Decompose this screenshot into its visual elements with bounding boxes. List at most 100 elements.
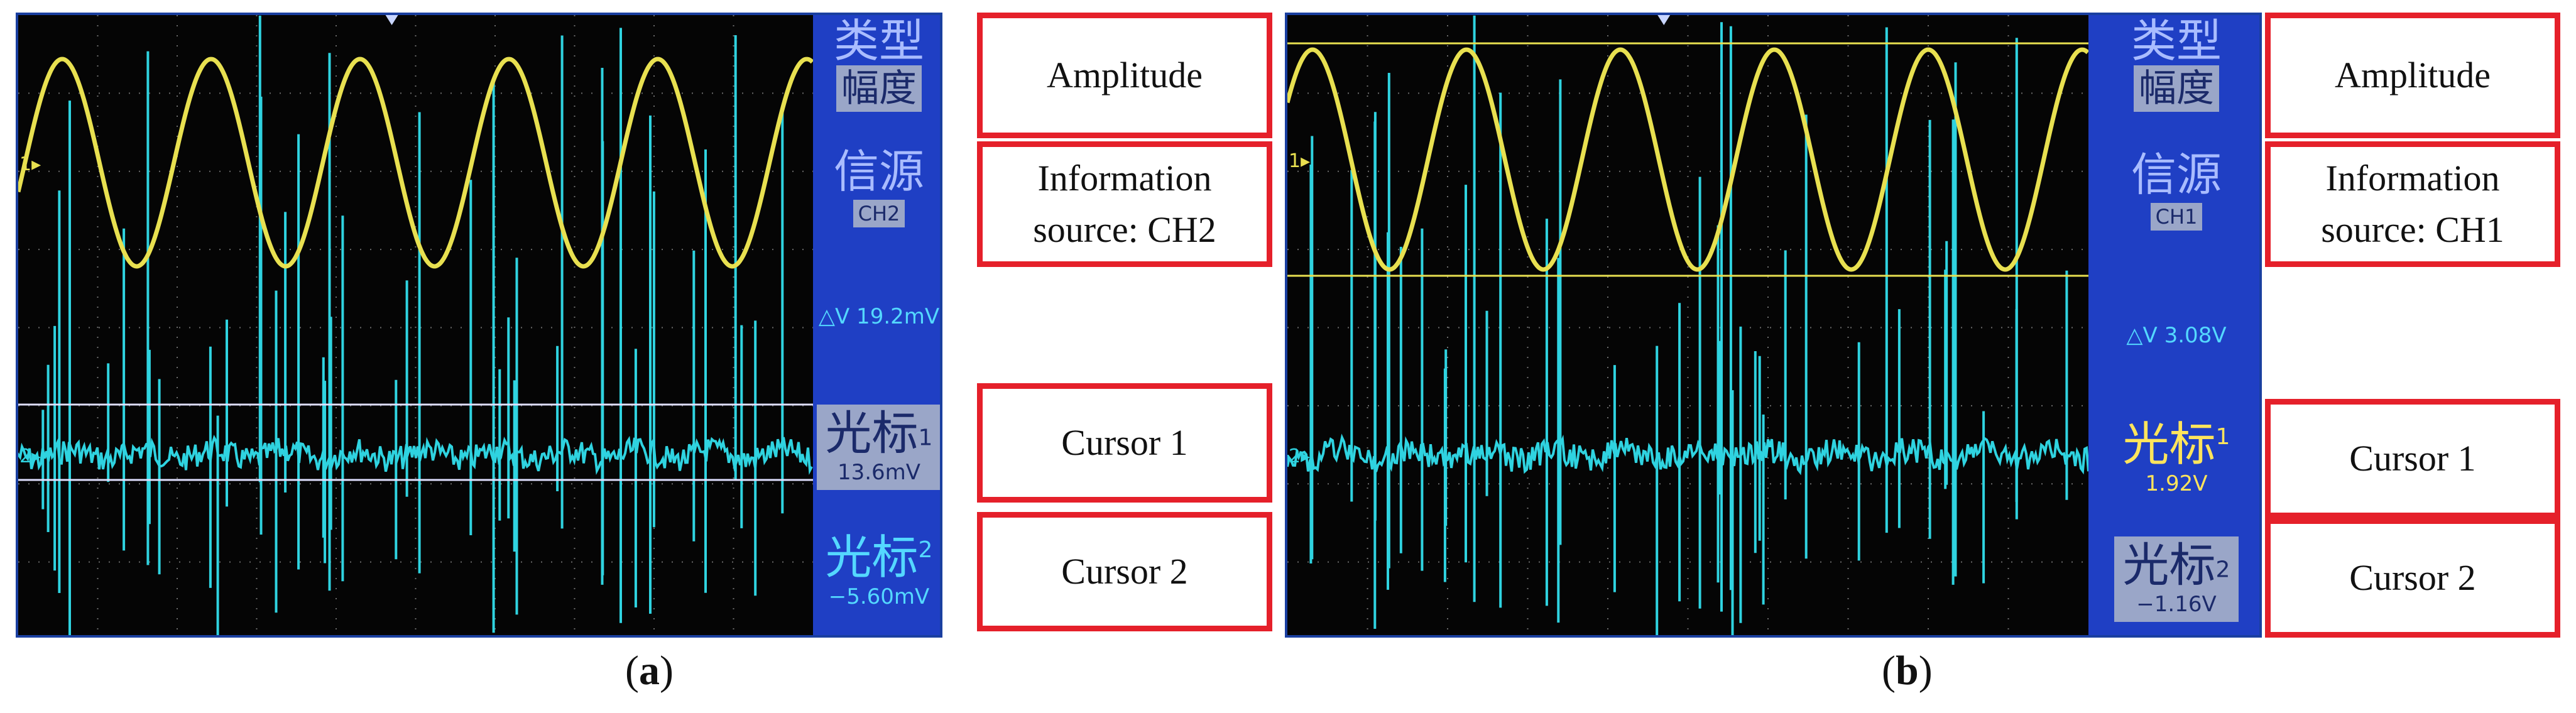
grid-dot [1830, 92, 1831, 94]
grid-dot [370, 483, 371, 485]
grid-dot [1599, 249, 1600, 251]
grid-dot [1367, 337, 1368, 338]
menu-cursor1-b[interactable]: 光标1 1.92V [2088, 411, 2259, 496]
grid-dot [1447, 297, 1448, 298]
grid-dot [290, 92, 291, 94]
grid-dot [1830, 483, 1831, 485]
grid-dot [336, 337, 337, 338]
grid-dot [169, 249, 170, 251]
grid-dot [219, 249, 221, 251]
menu-cursor2-a[interactable]: 光标2 −5.60mV [813, 524, 940, 609]
grid-dot [1669, 327, 1671, 329]
grid-dot [2011, 92, 2012, 94]
grid-dot [1447, 166, 1448, 167]
grid-dot [1468, 327, 1470, 329]
grid-dot [1991, 405, 1992, 406]
grid-dot [1847, 467, 1849, 469]
grid-dot [733, 528, 734, 529]
grid-dot [239, 483, 241, 485]
grid-dot [249, 483, 251, 485]
grid-dot [1607, 548, 1608, 549]
grid-dot [1527, 508, 1529, 509]
grid-dot [430, 327, 432, 329]
grid-dot [1607, 588, 1608, 589]
grid-dot [1367, 15, 1368, 16]
grid-dot [1428, 561, 1429, 563]
menu-cursor2-b[interactable]: 光标2 −1.16V [2088, 536, 2259, 622]
type-title: 类型 [2131, 14, 2222, 67]
grid-dot [1928, 95, 1929, 97]
grid-dot [494, 186, 496, 187]
grid-dot [415, 186, 417, 187]
grid-dot [415, 116, 417, 117]
grid-dot [1367, 256, 1368, 258]
grid-dot [1928, 618, 1929, 619]
grid-dot [494, 628, 496, 629]
grid-dot [2041, 561, 2043, 563]
grid-dot [1860, 327, 1862, 329]
label-cursor1-text: Cursor 1 [2349, 438, 2476, 479]
grid-dot [410, 249, 412, 251]
grid-dot [97, 246, 99, 248]
grid-dot [1659, 327, 1661, 329]
grid-dot [1607, 327, 1608, 328]
grid-dot [1378, 170, 1379, 172]
menu-source-a[interactable]: 信源 CH2 [813, 147, 940, 227]
grid-dot [336, 95, 337, 97]
grid-dot [662, 92, 663, 94]
menu-cursor1-a[interactable]: 光标1 13.6mV [813, 405, 940, 490]
delta-v-readout-a: △V 19.2mV [818, 304, 940, 329]
grid-dot [336, 347, 337, 348]
grid-dot [1307, 249, 1309, 251]
grid-dot [461, 327, 462, 329]
label-amplitude-a: Amplitude [977, 13, 1272, 138]
grid-dot [631, 405, 633, 406]
grid-dot [256, 377, 258, 378]
grid-dot [712, 92, 713, 94]
grid-dot [1338, 561, 1339, 563]
grid-dot [159, 327, 160, 329]
grid-dot [2007, 75, 2009, 77]
grid-dot [1539, 483, 1540, 485]
grid-dot [1687, 357, 1689, 358]
grid-dot [2041, 249, 2043, 251]
grid-dot [1847, 387, 1849, 388]
menu-type-b[interactable]: 类型 幅度 [2088, 14, 2259, 112]
menu-source-b[interactable]: 信源 CH1 [2088, 148, 2259, 231]
grid-dot [1740, 170, 1741, 172]
grid-dot [1750, 249, 1751, 251]
grid-dot [1607, 598, 1608, 599]
grid-dot [1599, 327, 1600, 329]
grid-dot [653, 75, 655, 77]
grid-dot [1447, 256, 1448, 258]
grid-dot [1367, 116, 1368, 117]
grid-dot [1607, 437, 1608, 438]
grid-dot [1488, 327, 1490, 329]
grid-dot [1527, 196, 1529, 197]
grid-dot [1527, 166, 1529, 167]
grid-dot [812, 249, 813, 251]
grid-dot [501, 327, 502, 329]
grid-dot [1850, 561, 1852, 563]
grid-dot [481, 561, 482, 563]
grid-dot [1458, 249, 1460, 251]
grid-dot [1767, 508, 1769, 509]
grid-dot [415, 45, 417, 46]
grid-dot [1447, 106, 1448, 107]
grid-dot [1488, 561, 1490, 563]
grid-dot [1367, 508, 1368, 509]
grid-dot [1367, 558, 1368, 559]
grid-dot [1519, 561, 1520, 563]
grid-dot [177, 427, 178, 428]
grid-dot [494, 387, 496, 388]
grid-dot [189, 327, 190, 329]
grid-dot [1447, 246, 1448, 248]
grid-dot [1358, 92, 1359, 94]
source-title: 信源 [2131, 148, 2222, 201]
grid-dot [1607, 206, 1608, 207]
grid-dot [336, 528, 337, 529]
menu-type-a[interactable]: 类型 幅度 [813, 16, 940, 112]
grid-dot [1607, 498, 1608, 499]
grid-dot [1367, 216, 1368, 217]
grid-dot [450, 561, 452, 563]
